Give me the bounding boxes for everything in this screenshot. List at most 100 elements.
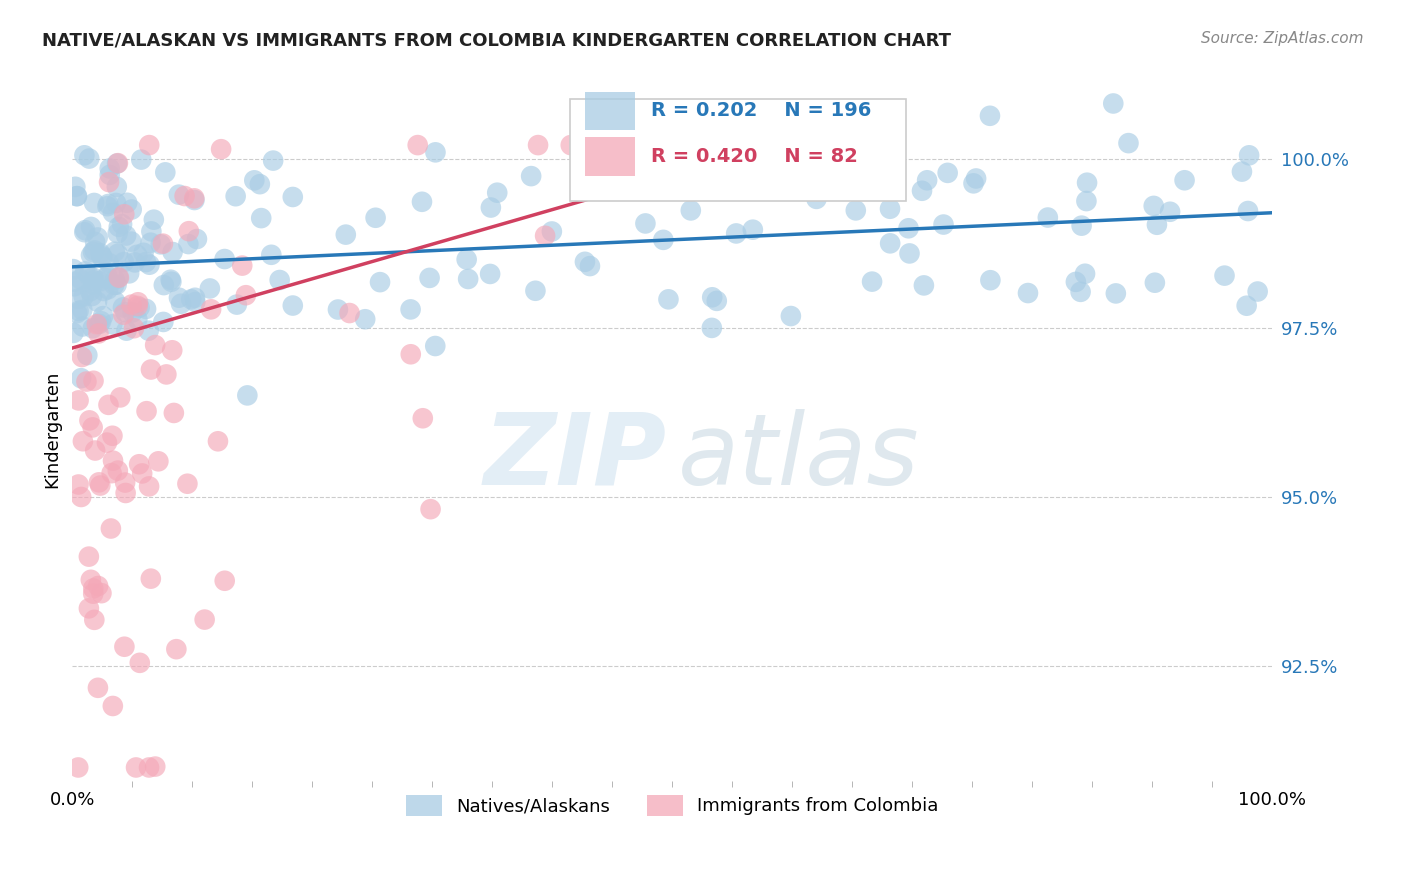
- Point: [177, 237, 200, 252]
- Point: [1064, 275, 1087, 289]
- Point: [87, 579, 110, 593]
- Point: [128, 656, 150, 670]
- Point: [1237, 204, 1260, 219]
- Point: [250, 211, 273, 226]
- Point: [80, 289, 103, 303]
- Point: [779, 309, 801, 323]
- Point: [1159, 204, 1181, 219]
- Point: [152, 315, 174, 329]
- Point: [706, 293, 728, 308]
- Point: [100, 466, 122, 480]
- Point: [339, 306, 361, 320]
- Point: [87, 475, 110, 490]
- Point: [425, 339, 447, 353]
- Point: [72, 434, 94, 449]
- Point: [214, 574, 236, 588]
- Point: [419, 271, 441, 285]
- Point: [118, 266, 141, 280]
- Point: [66, 306, 89, 320]
- Point: [879, 236, 901, 251]
- Point: [82, 321, 104, 335]
- Point: [399, 302, 422, 317]
- Point: [121, 297, 143, 311]
- Point: [122, 321, 145, 335]
- Point: [115, 228, 138, 243]
- Point: [411, 194, 433, 209]
- Point: [86, 230, 108, 244]
- Point: [63, 279, 86, 293]
- Point: [111, 301, 134, 315]
- Point: [97, 398, 120, 412]
- Point: [520, 169, 543, 183]
- Legend: Natives/Alaskans, Immigrants from Colombia: Natives/Alaskans, Immigrants from Colomb…: [396, 786, 948, 825]
- Point: [932, 218, 955, 232]
- Point: [91, 251, 114, 265]
- Point: [143, 759, 166, 773]
- Point: [207, 434, 229, 449]
- Point: [281, 299, 304, 313]
- Point: [90, 249, 112, 263]
- Point: [89, 274, 111, 288]
- Point: [108, 270, 131, 285]
- Point: [63, 275, 86, 289]
- Point: [80, 219, 103, 234]
- Point: [541, 224, 564, 238]
- Point: [87, 681, 110, 695]
- Point: [125, 760, 148, 774]
- Point: [101, 453, 124, 467]
- Point: [235, 288, 257, 302]
- Point: [912, 278, 935, 293]
- Point: [1236, 299, 1258, 313]
- Point: [139, 235, 162, 250]
- Point: [107, 247, 129, 261]
- Point: [89, 246, 111, 260]
- Point: [139, 362, 162, 376]
- Point: [725, 132, 748, 146]
- Point: [82, 270, 104, 285]
- Point: [155, 165, 177, 179]
- Point: [115, 195, 138, 210]
- Point: [652, 167, 675, 181]
- Point: [209, 142, 232, 156]
- Point: [1118, 136, 1140, 150]
- Point: [83, 196, 105, 211]
- Point: [897, 221, 920, 235]
- Point: [107, 227, 129, 241]
- Point: [73, 225, 96, 239]
- Point: [406, 138, 429, 153]
- FancyBboxPatch shape: [585, 137, 636, 176]
- Point: [262, 153, 284, 168]
- Point: [456, 252, 478, 267]
- Point: [184, 295, 207, 310]
- Point: [138, 479, 160, 493]
- Point: [364, 211, 387, 225]
- Point: [979, 109, 1001, 123]
- Point: [979, 273, 1001, 287]
- Point: [82, 587, 104, 601]
- Point: [107, 270, 129, 285]
- Point: [249, 177, 271, 191]
- Point: [149, 237, 172, 252]
- Point: [101, 698, 124, 713]
- Point: [83, 374, 105, 388]
- FancyBboxPatch shape: [585, 92, 636, 130]
- Point: [160, 275, 183, 289]
- Point: [898, 246, 921, 260]
- Point: [135, 255, 157, 269]
- Point: [62, 326, 84, 340]
- Point: [67, 292, 90, 306]
- Point: [90, 314, 112, 328]
- Point: [128, 301, 150, 315]
- Point: [155, 368, 177, 382]
- Point: [98, 175, 121, 189]
- Point: [104, 294, 127, 309]
- Point: [127, 312, 149, 326]
- Point: [124, 255, 146, 269]
- Point: [138, 760, 160, 774]
- Point: [104, 272, 127, 286]
- Point: [129, 153, 152, 167]
- Point: [132, 245, 155, 260]
- Point: [412, 411, 434, 425]
- Point: [153, 278, 176, 293]
- Point: [112, 640, 135, 654]
